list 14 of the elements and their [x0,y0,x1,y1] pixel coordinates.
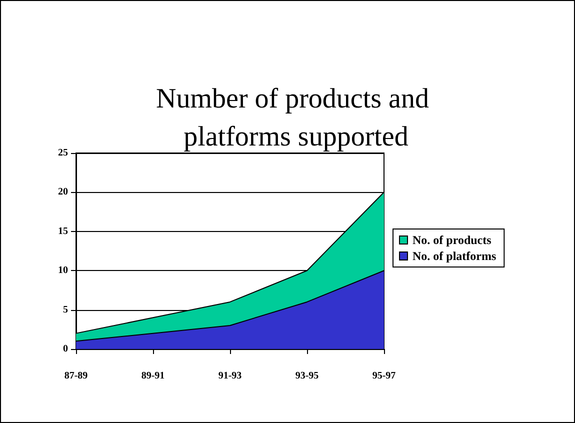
y-tick-label: 25 [58,148,68,158]
legend-label: No. of platforms [412,249,496,263]
y-tick-label: 5 [63,304,68,316]
x-tick-label: 93-95 [295,370,319,382]
chart-title: Number of products and platforms supported [156,84,436,152]
x-tick-label: 95-97 [372,370,396,382]
y-tick-label: 0 [63,344,68,354]
legend-label: No. of products [412,233,492,247]
y-tick-label: 20 [58,186,68,198]
x-tick-label: 87-89 [64,370,88,382]
y-tick-label: 15 [58,226,68,237]
y-tick-label: 10 [58,265,68,276]
x-tick-label: 91-93 [218,370,242,382]
x-tick-label: 89-91 [141,370,165,382]
